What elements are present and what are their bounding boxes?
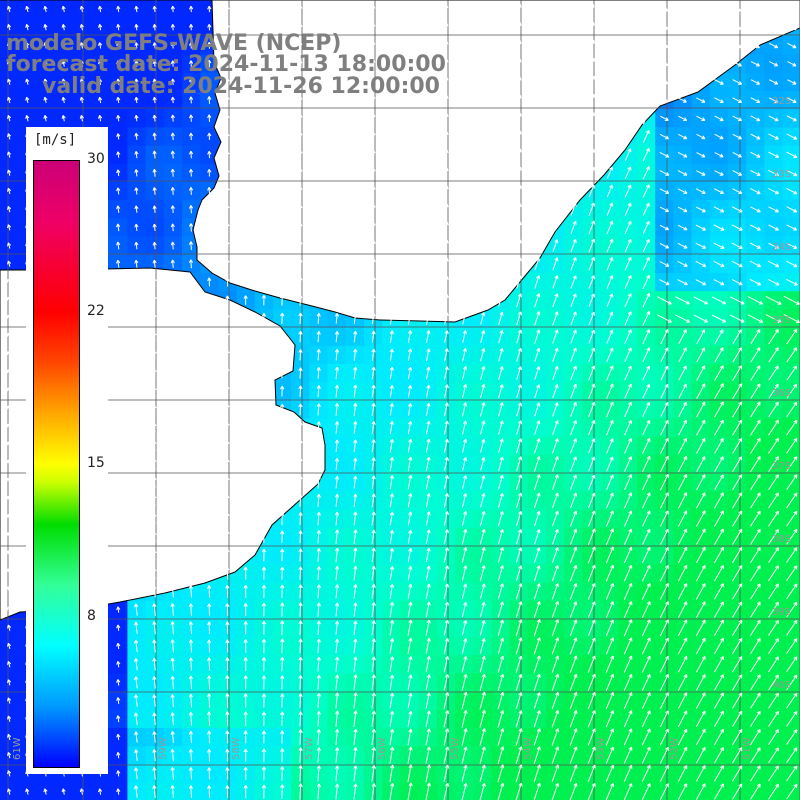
latitude-label: 37S [772,461,791,472]
latitude-label: 39S [772,607,791,618]
forecast-date: forecast date: 2024-11-13 18:00:00 [6,52,446,77]
colorbar-tick: 22 [87,303,105,319]
longitude-label: 51W [742,737,753,760]
wind-speed-cell [782,782,800,800]
longitude-label: 57W [304,737,315,760]
latitude-label: 38S [772,534,791,545]
latitude-label: 36S [772,388,791,399]
latitude-label: 35S [772,315,791,326]
colorbar-unit: [m/s] [34,132,77,148]
valid-date: valid date: 2024-11-26 12:00:00 [42,74,440,99]
longitude-label: 53W [596,737,607,760]
longitude-label: 59W [158,737,169,760]
longitude-label: 52W [669,737,680,760]
longitude-label: 56W [377,737,388,760]
latitude-label: 40S [772,680,791,691]
longitude-label: 54W [523,737,534,760]
colorbar-tick: 8 [87,608,96,624]
colorbar: [m/s] 30 22 15 8 [26,127,108,774]
colorbar-tick: 30 [87,151,105,167]
latitude-label: 34S [772,242,791,253]
colorbar-tick: 15 [87,455,105,471]
longitude-label: 55W [450,737,461,760]
longitude-label: 61W [12,737,23,760]
colorbar-gradient [33,160,80,768]
latitude-label: 33S [772,169,791,180]
latitude-label: 32S [772,96,791,107]
longitude-label: 58W [231,737,242,760]
